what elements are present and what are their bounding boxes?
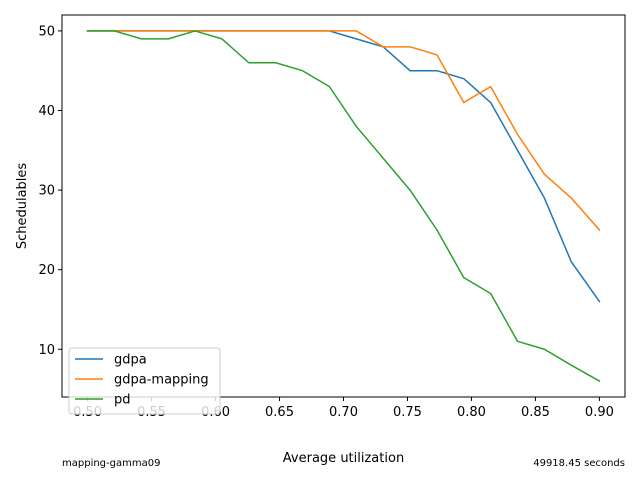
x-tick-label: 0.75 (393, 405, 422, 420)
y-tick-label: 20 (38, 263, 55, 278)
series-line-pd (86, 30, 601, 383)
legend-label-gdpa-mapping: gdpa-mapping (114, 373, 209, 388)
x-tick-label: 0.85 (521, 405, 550, 420)
x-tick-label: 0.90 (585, 405, 614, 420)
x-tick-label: 0.80 (457, 405, 486, 420)
y-tick-label: 40 (38, 104, 55, 119)
legend: gdpa gdpa-mapping pd (68, 347, 221, 415)
y-tick-label: 30 (38, 184, 55, 199)
y-tick-label: 50 (38, 24, 55, 39)
y-tick-label: 10 (38, 343, 55, 358)
y-axis-ticks: 10 20 30 40 50 (38, 24, 62, 358)
y-axis-label: Schedulables (15, 163, 30, 250)
footer-note-left: mapping-gamma09 (62, 458, 160, 469)
series-line-gdpa-mapping (86, 30, 601, 231)
series-layer (86, 30, 601, 383)
plot-frame (61, 14, 626, 398)
x-tick-label: 0.65 (265, 405, 294, 420)
legend-label-pd: pd (114, 393, 131, 408)
x-axis-label: Average utilization (283, 451, 404, 466)
legend-box (68, 347, 221, 415)
legend-label-gdpa: gdpa (114, 353, 147, 368)
footer-note-right: 49918.45 seconds (533, 458, 625, 469)
x-tick-label: 0.70 (329, 405, 358, 420)
